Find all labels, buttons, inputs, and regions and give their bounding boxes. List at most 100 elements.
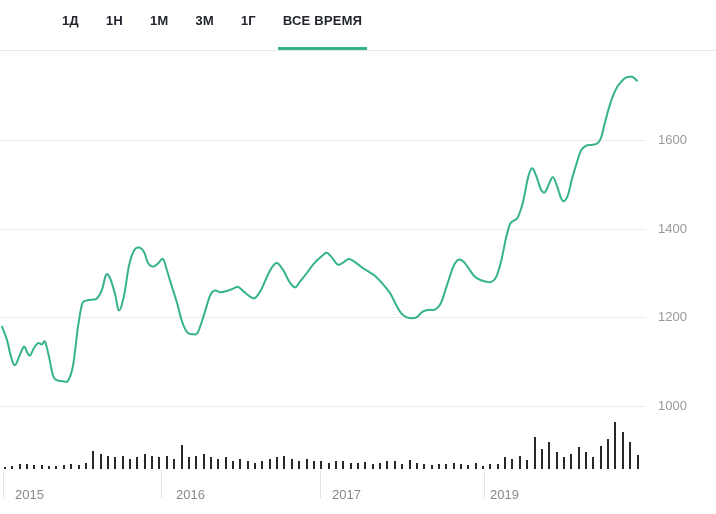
volume-bar (578, 447, 580, 469)
tab-1-month[interactable]: 1М (149, 13, 169, 28)
volume-bar (585, 452, 587, 469)
volume-bar (203, 454, 205, 469)
volume-bar (232, 461, 234, 469)
gridline-1400 (0, 229, 646, 230)
x-axis-tick-2016 (161, 470, 162, 498)
x-axis-tick-2017 (320, 470, 321, 498)
volume-bar (63, 465, 65, 469)
price-line (1, 75, 638, 383)
volume-bar (195, 456, 197, 469)
tab-1-day[interactable]: 1Д (62, 13, 79, 28)
volume-bar (600, 446, 602, 469)
volume-bar (504, 457, 506, 469)
x-axis-tick-2019 (484, 470, 485, 498)
gridline-1000 (0, 406, 646, 407)
volume-bar (41, 465, 43, 469)
volume-bar (394, 461, 396, 469)
volume-bar (482, 466, 484, 469)
volume-bar (4, 467, 6, 469)
volume-bar (92, 451, 94, 469)
volume-bar (431, 465, 433, 469)
volume-bar (541, 449, 543, 469)
volume-bar (78, 465, 80, 469)
y-axis-label-1000: 1000 (658, 398, 687, 413)
gridline-1200 (0, 317, 646, 318)
volume-bar (26, 464, 28, 469)
volume-bar (548, 442, 550, 469)
volume-bar (409, 460, 411, 469)
volume-bar (622, 432, 624, 469)
volume-bar (526, 460, 528, 469)
x-axis-label-2016: 2016 (176, 487, 205, 502)
volume-bar (283, 456, 285, 469)
volume-bar (364, 462, 366, 469)
volume-bar (151, 456, 153, 469)
x-axis-label-2019: 2019 (490, 487, 519, 502)
volume-bar (445, 464, 447, 469)
volume-bar (55, 466, 57, 469)
tab-all-time[interactable]: ВСЕ ВРЕМЯ (277, 0, 368, 50)
tab-3-months[interactable]: 3М (195, 13, 214, 28)
tab-1-week[interactable]: 1Н (105, 13, 123, 28)
volume-bar (379, 463, 381, 469)
volume-bar (386, 461, 388, 469)
volume-bar (328, 463, 330, 469)
volume-bar (298, 461, 300, 469)
volume-bar (85, 463, 87, 469)
volume-bar (254, 463, 256, 469)
volume-bar (276, 457, 278, 469)
volume-bar (320, 461, 322, 469)
volume-bar (607, 439, 609, 469)
volume-bar (217, 459, 219, 469)
volume-bar (350, 463, 352, 469)
tab-1-year[interactable]: 1Г (240, 13, 256, 28)
volume-bar (291, 459, 293, 469)
volume-bar (423, 464, 425, 469)
x-axis-tick-2015 (3, 470, 4, 498)
y-axis-label-1400: 1400 (658, 221, 687, 236)
volume-bar (438, 464, 440, 469)
volume-bar (342, 461, 344, 469)
volume-bar (181, 445, 183, 469)
volume-bar (48, 466, 50, 469)
volume-bar (556, 452, 558, 469)
period-tabbar: 1Д 1Н 1М 3М 1Г ВСЕ ВРЕМЯ (0, 0, 716, 51)
volume-bar (158, 457, 160, 469)
volume-bar (497, 464, 499, 469)
volume-bar (239, 459, 241, 469)
volume-bar (173, 459, 175, 469)
volume-bar (637, 455, 639, 469)
volume-bar (460, 464, 462, 469)
volume-bar (401, 464, 403, 469)
volume-bar (614, 422, 616, 469)
volume-bar (306, 459, 308, 469)
volume-bar (261, 461, 263, 469)
volume-bar (11, 466, 13, 469)
volume-bar (357, 463, 359, 469)
volume-bar (247, 461, 249, 469)
volume-bar (563, 457, 565, 469)
volume-bar (519, 456, 521, 469)
volume-bar (129, 459, 131, 469)
volume-bar (629, 442, 631, 469)
volume-bar (372, 464, 374, 469)
volume-bar (511, 459, 513, 469)
volume-bar (210, 457, 212, 469)
volume-bar (416, 463, 418, 469)
volume-bar (335, 461, 337, 469)
volume-bar (570, 454, 572, 469)
volume-bar (19, 464, 21, 469)
x-axis-label-2015: 2015 (15, 487, 44, 502)
y-axis-label-1200: 1200 (658, 309, 687, 324)
volume-bar (100, 454, 102, 469)
volume-bar (144, 454, 146, 469)
volume-bar (33, 465, 35, 469)
volume-bar (475, 463, 477, 469)
volume-bar (188, 457, 190, 469)
x-axis-label-2017: 2017 (332, 487, 361, 502)
volume-bar (592, 457, 594, 469)
volume-bar (114, 457, 116, 469)
